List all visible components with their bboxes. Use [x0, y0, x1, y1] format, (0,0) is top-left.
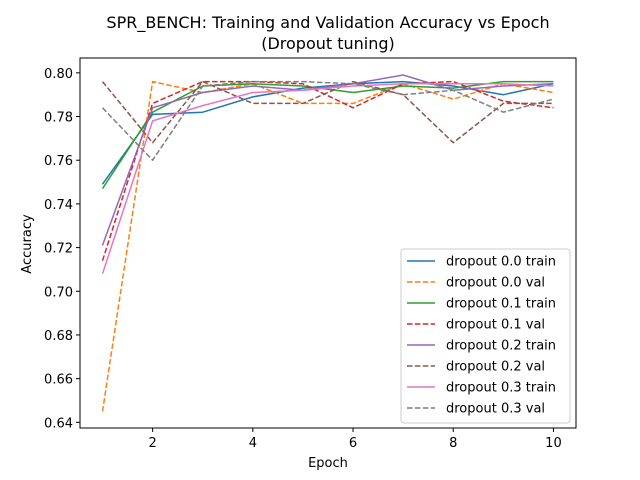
series-line-dropout-0-3-val — [101, 80, 554, 161]
y-axis: 0.64 0.66 0.68 0.70 0.72 0.74 0.76 0.78 0.80 — [44, 67, 80, 431]
series-line-dropout-0-3-train — [101, 83, 554, 275]
chart-subtitle: (Dropout tuning) — [261, 34, 395, 53]
legend-label: dropout 0.1 train — [446, 297, 556, 312]
x-axis: 2 4 6 8 10 — [149, 428, 562, 451]
x-tick-label: 8 — [449, 436, 457, 451]
y-tick-label: 0.66 — [44, 373, 73, 388]
legend-box — [400, 248, 571, 424]
y-tick-label: 0.72 — [44, 242, 73, 257]
legend-label: dropout 0.2 train — [446, 339, 556, 354]
x-axis-label: Epoch — [308, 456, 348, 471]
y-tick-label: 0.78 — [44, 111, 73, 126]
plot-frame — [79, 57, 577, 429]
y-tick-label: 0.74 — [44, 198, 73, 213]
series-line-dropout-0-1-val — [101, 80, 554, 261]
x-tick-label: 6 — [349, 436, 357, 451]
y-tick-label: 0.76 — [44, 154, 73, 169]
x-tick-label: 4 — [249, 436, 257, 451]
y-axis-label: Accuracy — [20, 214, 35, 274]
x-tick-label: 10 — [545, 436, 562, 451]
y-tick-label: 0.68 — [44, 329, 73, 344]
legend-label: dropout 0.1 val — [446, 318, 545, 333]
legend-label: dropout 0.3 val — [446, 402, 545, 417]
legend-label: dropout 0.0 val — [446, 276, 545, 291]
legend-label: dropout 0.0 train — [446, 255, 556, 270]
plot-lines — [101, 74, 554, 412]
series-line-dropout-0-2-train — [101, 74, 554, 246]
x-tick-label: 2 — [149, 436, 157, 451]
y-tick-label: 0.64 — [44, 416, 73, 431]
series-line-dropout-0-2-val — [101, 80, 554, 144]
chart-title: SPR_BENCH: Training and Validation Accur… — [106, 13, 549, 33]
legend-label: dropout 0.3 train — [446, 381, 556, 396]
legend-label: dropout 0.2 val — [446, 360, 545, 375]
series-line-dropout-0-1-train — [101, 80, 554, 190]
y-tick-label: 0.80 — [44, 67, 73, 82]
legend: dropout 0.0 train dropout 0.0 val dropout … — [400, 248, 571, 424]
y-tick-label: 0.70 — [44, 285, 73, 300]
